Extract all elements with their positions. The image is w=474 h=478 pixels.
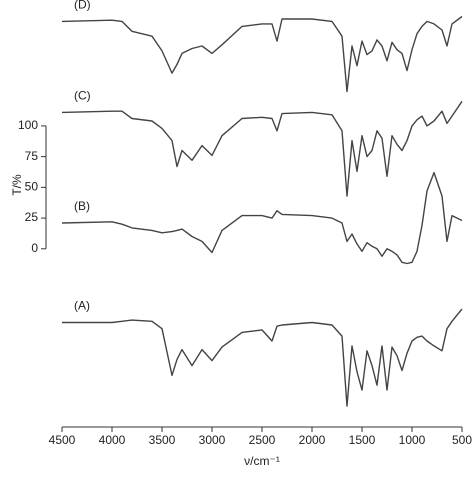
x-tick-label: 4500 <box>49 433 76 447</box>
series-label: (A) <box>74 299 90 313</box>
series-label: (C) <box>74 89 91 103</box>
chart: T/% ν/cm⁻¹ 4500 4000 3500 3000 2500 2000 1500 1… <box>0 0 474 478</box>
spectrum-line <box>62 309 462 406</box>
series-label: (D) <box>74 0 91 12</box>
y-tick-label: 0 <box>31 241 38 255</box>
x-tick-label: 1000 <box>399 433 426 447</box>
spectrum-line <box>62 101 462 196</box>
x-tick-label: 3000 <box>199 433 226 447</box>
x-axis-label: ν/cm⁻¹ <box>244 454 280 468</box>
y-tick-label: 50 <box>25 180 39 194</box>
x-tick-label: 3500 <box>149 433 176 447</box>
x-tick-label: 2500 <box>249 433 276 447</box>
series-label: (B) <box>74 199 90 213</box>
x-tick-label: 2000 <box>299 433 326 447</box>
x-tick-label: 4000 <box>99 433 126 447</box>
spectrum-line <box>62 17 462 92</box>
y-axis-label: T/% <box>10 174 24 196</box>
y-tick-label: 75 <box>25 149 39 163</box>
x-tick-label: 500 <box>452 433 472 447</box>
y-tick-label: 100 <box>18 118 38 132</box>
x-tick-label: 1500 <box>349 433 376 447</box>
y-tick-label: 25 <box>25 210 39 224</box>
spectrum-line <box>62 173 462 264</box>
